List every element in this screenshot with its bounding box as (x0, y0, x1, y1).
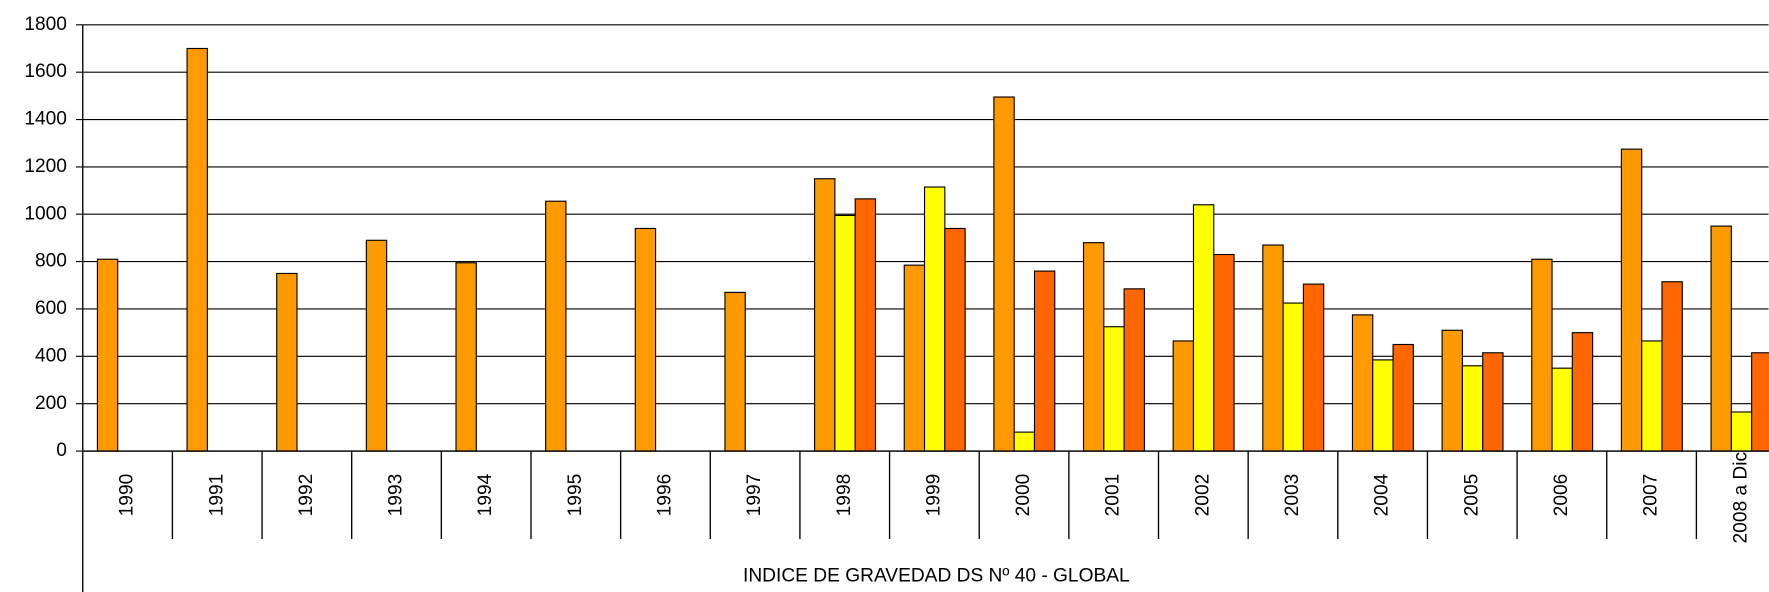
x-tick-label: 2000 (1013, 474, 1034, 517)
bar (186, 47, 208, 452)
bar (1482, 352, 1504, 452)
bar (365, 239, 388, 452)
bar (1262, 244, 1284, 452)
x-tick-label: 2008 a Dic. (1730, 447, 1751, 544)
y-tick-label: 400 (35, 345, 67, 366)
y-tick-label: 600 (35, 298, 67, 319)
bar (944, 227, 966, 452)
bar (1461, 365, 1484, 452)
bar (724, 291, 746, 452)
y-tick-label: 1400 (24, 109, 67, 130)
bar (1571, 332, 1594, 452)
bar (1661, 281, 1683, 452)
x-tick-label: 2004 (1372, 473, 1393, 516)
bar (1172, 340, 1195, 452)
y-tick-label: 0 (56, 440, 67, 461)
bar (854, 198, 877, 452)
bar (1192, 204, 1215, 452)
x-tick-label: 1999 (923, 474, 944, 517)
bar (1103, 326, 1125, 452)
bar (993, 96, 1015, 452)
bar (1710, 225, 1732, 452)
bar (1620, 148, 1643, 452)
bar (1441, 329, 1463, 452)
bar (276, 272, 298, 452)
x-tick-label: 2005 (1461, 474, 1482, 517)
y-tick-label: 1200 (24, 156, 67, 177)
bar (1351, 314, 1374, 452)
bar (96, 258, 119, 452)
bar (903, 264, 926, 452)
y-tick-label: 1600 (24, 61, 67, 82)
bar (1372, 359, 1394, 452)
bar (814, 178, 836, 452)
y-tick-label: 200 (35, 393, 67, 414)
x-tick-label: 2003 (1282, 474, 1303, 517)
bar (634, 227, 657, 452)
bar (923, 186, 946, 452)
bar (1033, 270, 1056, 452)
bar (834, 214, 856, 452)
x-tick-label: 1991 (206, 474, 227, 517)
x-tick-label: 1990 (117, 474, 138, 517)
x-tick-label: 2007 (1641, 474, 1662, 517)
bar (455, 262, 477, 452)
x-tick-label: 1995 (565, 474, 586, 517)
bar (1751, 352, 1769, 452)
bar (1730, 411, 1753, 452)
bar (1551, 367, 1573, 452)
x-tick-label: 2006 (1551, 474, 1572, 517)
x-tick-label: 1994 (475, 473, 496, 516)
x-tick-label: 2002 (1192, 474, 1213, 517)
bar (1302, 283, 1325, 452)
bar (545, 200, 567, 452)
x-tick-label: 1998 (834, 474, 855, 517)
x-tick-label: 1993 (386, 474, 407, 517)
x-tick-label: 1996 (655, 474, 676, 517)
bar (1531, 258, 1553, 452)
bar (1641, 340, 1663, 452)
y-tick-label: 1800 (24, 14, 67, 35)
bar (1013, 431, 1036, 452)
x-tick-label: 1997 (744, 474, 765, 517)
bar (1123, 288, 1145, 452)
y-tick-label: 800 (35, 251, 67, 272)
bar (1282, 302, 1304, 452)
x-tick-label: 1992 (296, 474, 317, 517)
bar (1392, 343, 1414, 452)
bar (1213, 253, 1235, 452)
x-axis-title: INDICE DE GRAVEDAD DS Nº 40 - GLOBAL (743, 565, 1130, 586)
x-tick-label: 2001 (1103, 474, 1124, 517)
bar (1082, 242, 1105, 452)
y-tick-label: 1000 (24, 203, 67, 224)
